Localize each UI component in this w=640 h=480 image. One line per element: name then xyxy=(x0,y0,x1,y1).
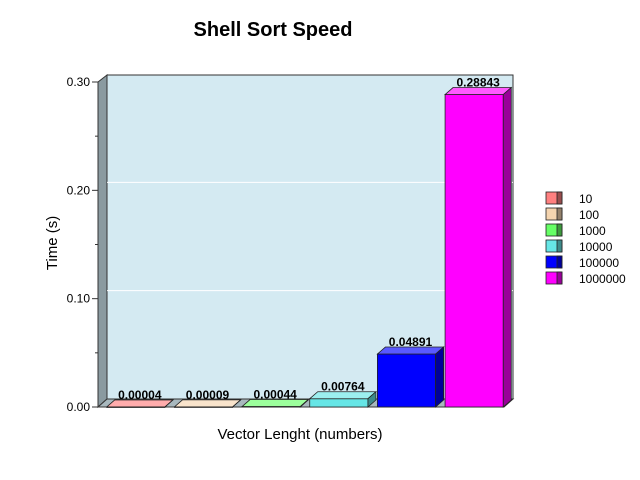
legend-swatch-shade xyxy=(556,271,563,285)
legend-label: 1000 xyxy=(579,224,606,238)
bar-100000 xyxy=(376,346,445,408)
legend: 10 100 1000 10000 100000 1000000 xyxy=(545,191,626,286)
legend-swatch-shade xyxy=(556,207,563,221)
legend-item: 1000000 xyxy=(545,271,626,286)
legend-item: 100000 xyxy=(545,255,619,270)
legend-label: 10000 xyxy=(579,240,613,254)
data-label: 0.00009 xyxy=(186,388,230,402)
legend-label: 100000 xyxy=(579,256,619,270)
y-axis: 0.00 0.10 0.20 0.30 xyxy=(67,75,99,414)
bar-10 xyxy=(105,399,174,408)
bar-1000000 xyxy=(444,86,513,408)
legend-item: 10000 xyxy=(545,239,613,254)
y-tick-label: 0.20 xyxy=(67,183,91,197)
legend-item: 100 xyxy=(545,207,599,222)
bar-10000 xyxy=(308,390,377,408)
legend-swatch-shade xyxy=(556,223,563,237)
bar-side xyxy=(367,390,377,408)
legend-label: 1000000 xyxy=(579,272,626,286)
data-label: 0.28843 xyxy=(456,76,500,90)
data-label: 0.00764 xyxy=(321,380,365,394)
bar-front xyxy=(444,94,504,408)
bar-side xyxy=(164,399,174,408)
data-label: 0.04891 xyxy=(389,335,433,349)
bar-side xyxy=(502,86,512,408)
y-tick-label: 0.30 xyxy=(67,75,91,89)
bar-1000 xyxy=(241,398,310,408)
bar-side xyxy=(299,398,309,408)
legend-item: 1000 xyxy=(545,223,606,238)
legend-item: 10 xyxy=(545,191,593,206)
legend-swatch-shade xyxy=(556,255,563,269)
bar-100 xyxy=(173,399,242,408)
bar-front xyxy=(309,398,369,408)
y-tick-label: 0.00 xyxy=(67,400,91,414)
legend-label: 10 xyxy=(579,192,593,206)
data-labels: 0.00004 0.00009 0.00044 0.00764 0.04891 0.288… xyxy=(118,76,500,402)
bar-side xyxy=(232,399,241,408)
bars xyxy=(105,86,513,408)
left-wall xyxy=(97,73,108,409)
chart-title: Shell Sort Speed xyxy=(194,19,353,41)
data-label: 0.00044 xyxy=(253,388,297,402)
legend-swatch-shade xyxy=(556,191,563,205)
bar-side xyxy=(435,346,444,408)
y-tick-label: 0.10 xyxy=(67,292,91,306)
legend-swatch-shade xyxy=(556,239,563,253)
legend-label: 100 xyxy=(579,208,599,222)
y-axis-label: Time (s) xyxy=(44,216,61,270)
x-axis-label: Vector Lenght (numbers) xyxy=(217,426,382,443)
bar-front xyxy=(377,353,436,408)
data-label: 0.00004 xyxy=(118,388,162,402)
